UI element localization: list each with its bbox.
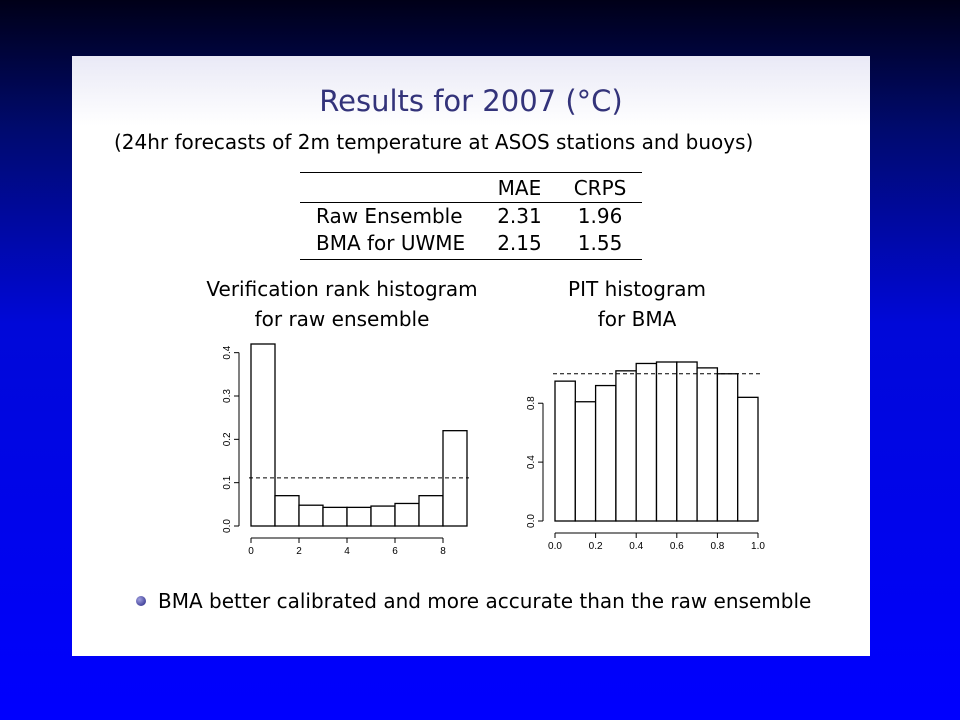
table-header-label — [300, 172, 482, 203]
rank-histogram-y-tick-label: 0.2 — [222, 432, 233, 446]
rank-histogram-y-tick-label: 0.1 — [222, 475, 233, 489]
pit-histogram-bar — [716, 373, 739, 522]
pit-histogram-bar — [594, 384, 617, 522]
table-header-crps: CRPS — [557, 172, 643, 203]
bullet-text: BMA better calibrated and more accurate … — [158, 589, 812, 613]
pit-histogram-title: PIT histogram for BMA — [512, 274, 762, 334]
pit-histogram-title-line: PIT histogram — [568, 277, 706, 301]
pit-histogram-bar — [554, 380, 576, 522]
rank-histogram-x-tick-label: 6 — [392, 546, 398, 557]
pit-histogram-bar — [696, 367, 719, 522]
pit-histogram-bar — [655, 361, 678, 522]
bullet-point: BMA better calibrated and more accurate … — [136, 589, 811, 613]
row-mae: 2.31 — [497, 204, 542, 228]
rank-histogram-y-tick-label: 0.3 — [222, 389, 233, 403]
table-row: BMA for UWME 2.15 1.55 — [300, 230, 643, 260]
rank-histogram-bar — [274, 495, 300, 527]
table-row: Raw Ensemble 2.31 1.96 — [300, 203, 642, 231]
rank-histogram-bar — [418, 495, 444, 527]
pit-histogram-y-tick-label: 0.0 — [526, 514, 537, 528]
pit-histogram-bar — [676, 361, 698, 522]
rank-histogram-x-tick-label: 0 — [248, 546, 254, 557]
rank-histogram-y-tick-label: 0.4 — [222, 345, 233, 359]
pit-histogram-y-tick-label: 0.4 — [526, 455, 537, 469]
pit-histogram-plot: 0.0 0.2 0.4 0.6 0.8 1.0 0.0 0.4 0.8 — [526, 361, 765, 552]
rank-histogram-title: Verification rank histogram for raw ense… — [192, 274, 492, 334]
pit-histogram-x-tick-label: 0.2 — [589, 541, 603, 552]
slide-title: Results for 2007 (°C) — [72, 84, 870, 118]
pit-histogram-y-tick-label: 0.8 — [526, 396, 537, 410]
rank-histogram-title-line: for raw ensemble — [254, 307, 430, 331]
table-header-row: MAE CRPS — [300, 172, 643, 203]
row-crps: 1.96 — [577, 204, 623, 228]
pit-histogram-x-tick-label: 0.0 — [548, 541, 562, 552]
rank-histogram-y-tick-label: 0.0 — [222, 519, 233, 533]
rank-histogram-x-tick-label: 2 — [296, 546, 302, 557]
title-text: Results for 2007 (°C) — [319, 84, 623, 118]
rank-histogram-plot: 0 2 4 6 8 0.0 0.1 0.2 0.3 0.4 — [222, 343, 469, 557]
rank-histogram-title-line: Verification rank histogram — [206, 277, 478, 301]
slide: Results for 2007 (°C) (24hr forecasts of… — [72, 56, 870, 656]
table-header-mae: MAE — [481, 172, 558, 203]
pit-histogram-bar — [737, 396, 759, 522]
rank-histogram-x-tick-label: 8 — [440, 546, 446, 557]
row-mae: 2.15 — [481, 230, 558, 260]
rank-histogram-x-tick-label: 4 — [344, 546, 350, 557]
pit-histogram-x-tick-label: 0.4 — [629, 541, 643, 552]
pit-histogram-bar — [574, 401, 597, 522]
pit-histogram-title-line: for BMA — [597, 307, 677, 331]
summary-table: MAE CRPS Raw Ensemble 2.31 1.96 BMA for … — [300, 172, 643, 260]
row-crps: 1.55 — [557, 230, 643, 260]
pit-histogram-x-tick-label: 0.8 — [710, 541, 724, 552]
slide-subtitle: (24hr forecasts of 2m temperature at ASO… — [114, 130, 754, 154]
pit-histogram-x-tick-label: 1.0 — [751, 541, 765, 552]
bullet-dot-icon — [136, 595, 146, 606]
pit-histogram-bar — [635, 362, 658, 522]
row-label: Raw Ensemble — [316, 204, 463, 228]
row-label: BMA for UWME — [300, 230, 482, 260]
pit-histogram-bar — [615, 370, 637, 522]
rank-histogram-bar — [250, 343, 276, 527]
pit-histogram-x-tick-label: 0.6 — [670, 541, 684, 552]
